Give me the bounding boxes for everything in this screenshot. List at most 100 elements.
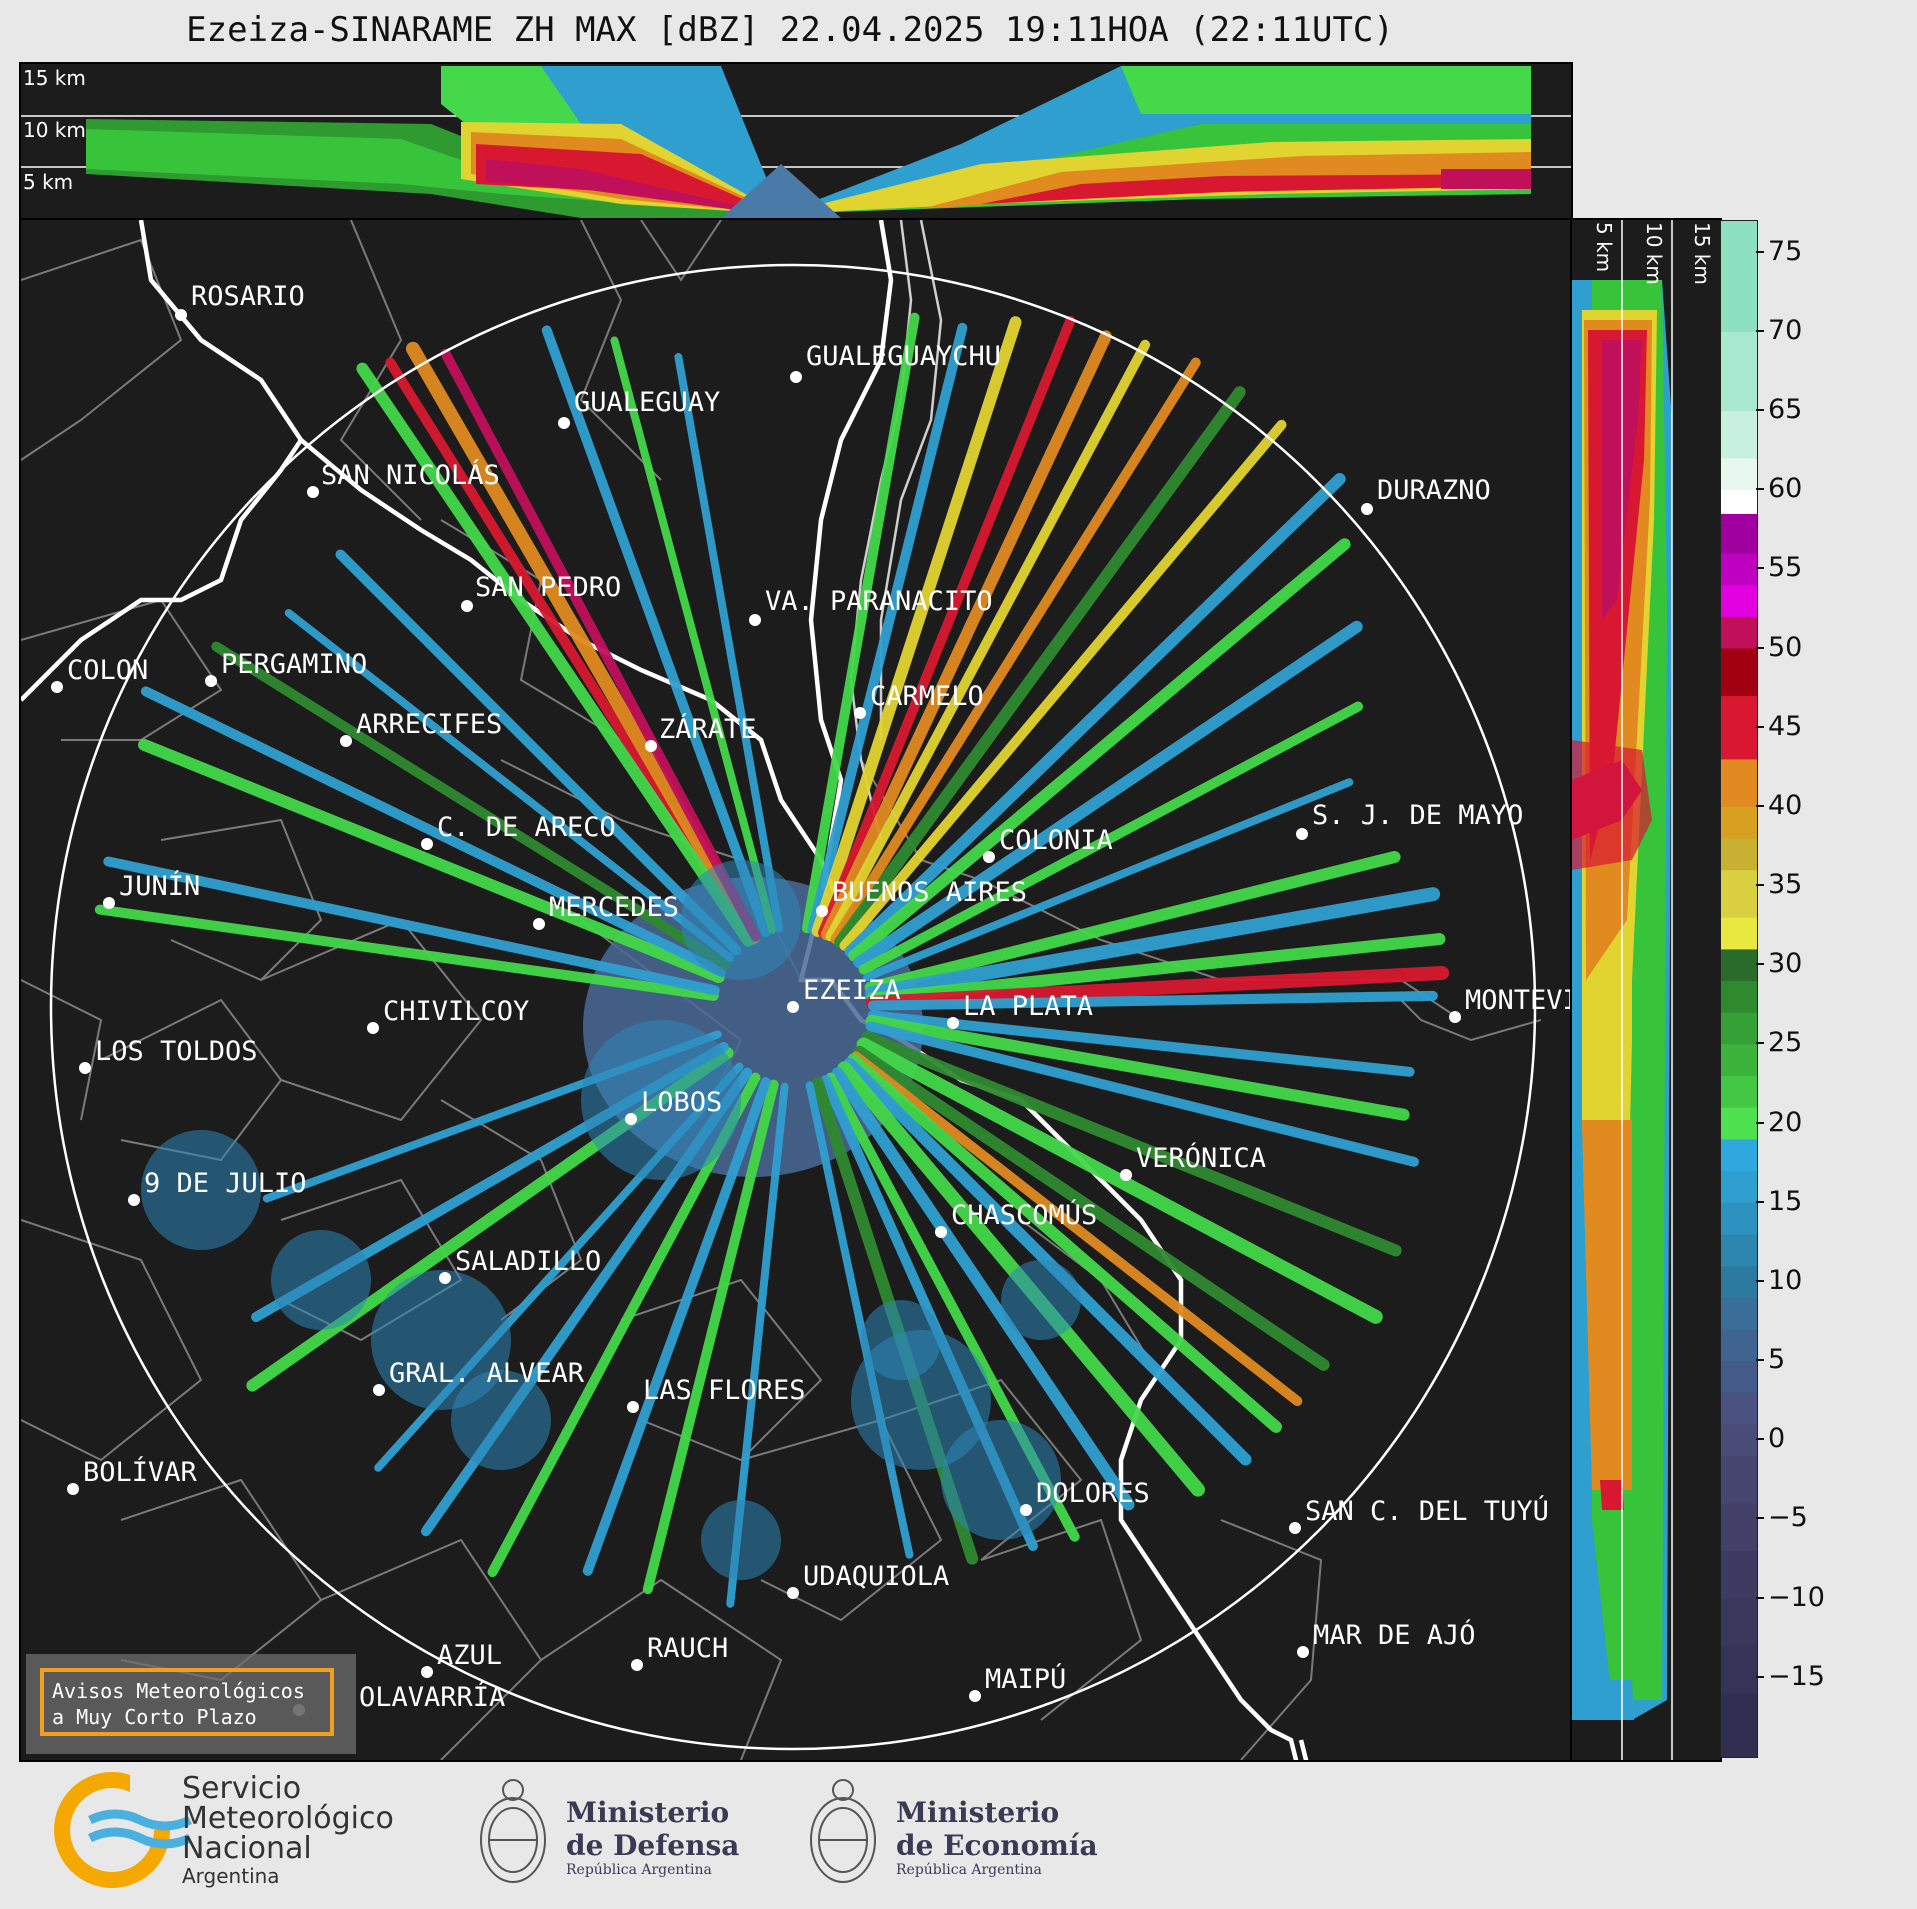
colorbar-tick-mark xyxy=(1756,1596,1764,1599)
radar-echo-ray xyxy=(674,353,784,933)
precipitation-patch xyxy=(141,1130,261,1250)
precipitation-patch xyxy=(371,1270,511,1410)
radar-echo-ray xyxy=(847,1053,1283,1433)
city-marker xyxy=(421,1666,433,1678)
city-marker xyxy=(533,918,545,930)
warning-line-1: Avisos Meteorológicos xyxy=(52,1679,305,1703)
defensa-line-2: de Defensa xyxy=(566,1829,740,1862)
colorbar-tick-mark xyxy=(1756,1279,1764,1282)
city-marker xyxy=(935,1226,947,1238)
footer: Servicio Meteorológico Nacional Argentin… xyxy=(0,1760,1917,1909)
colorbar-band xyxy=(1721,870,1757,919)
colorbar-band xyxy=(1721,759,1757,808)
defensa-line-1: Ministerio xyxy=(566,1796,730,1829)
city-marker xyxy=(340,735,352,747)
city-label: MAR DE AJÓ xyxy=(1313,1619,1476,1651)
radar-echo-ray xyxy=(839,419,1287,951)
colorbar-tick-label: 60 xyxy=(1768,473,1803,505)
city-marker xyxy=(461,600,473,612)
colorbar-tick-label: 75 xyxy=(1768,235,1803,267)
city-label: EZEIZA xyxy=(803,975,901,1006)
colorbar-band xyxy=(1721,1297,1757,1330)
city-marker xyxy=(175,309,187,321)
city-marker xyxy=(627,1401,639,1413)
city-label: ARRECIFES xyxy=(356,709,502,740)
radar-echo-ray xyxy=(356,362,755,947)
city-label: SALADILLO xyxy=(455,1246,601,1277)
colorbar-band xyxy=(1721,949,1757,982)
city-label: MAIPÚ xyxy=(985,1663,1066,1695)
colorbar-band xyxy=(1721,458,1757,491)
colorbar-tick-label: 35 xyxy=(1768,869,1803,901)
colorbar-band xyxy=(1721,513,1757,555)
defensa-seal-icon xyxy=(480,1779,546,1883)
top-height-label-5: 5 km xyxy=(23,170,74,194)
city-label: VA. PARANACITO xyxy=(765,586,993,617)
colorbar-band xyxy=(1721,1234,1757,1267)
radar-echo-ray xyxy=(335,549,742,956)
colorbar-band xyxy=(1721,1044,1757,1077)
city-marker xyxy=(1297,1646,1309,1658)
colorbar-band xyxy=(1721,917,1757,950)
side-cross-section-svg xyxy=(1572,220,1673,1760)
radar-echo-ray xyxy=(861,1030,1402,1257)
city-label: S. J. DE MAYO xyxy=(1312,800,1523,831)
colorbar-tick-mark xyxy=(1756,1200,1764,1203)
colorbar-tick-label: 15 xyxy=(1768,1185,1803,1217)
colorbar-band xyxy=(1721,331,1757,412)
radar-echo-ray xyxy=(844,473,1346,958)
colorbar-tick-label: −15 xyxy=(1768,1660,1825,1692)
top-cross-section-panel: 15 km 10 km 5 km xyxy=(19,62,1573,220)
footer-logos-svg xyxy=(54,1770,876,1888)
colorbar-band xyxy=(1721,1646,1757,1695)
colorbar-tick-mark xyxy=(1756,963,1764,966)
radar-echo-ray xyxy=(807,322,968,935)
economia-line-3: República Argentina xyxy=(896,1862,1042,1878)
radar-echo-ray xyxy=(831,1067,1135,1511)
colorbar-tick-label: 65 xyxy=(1768,394,1803,426)
city-label: DOLORES xyxy=(1036,1478,1150,1509)
city-label: COLONIA xyxy=(999,825,1113,856)
city-marker xyxy=(367,1022,379,1034)
city-label: SAN PEDRO xyxy=(475,572,621,603)
colorbar-tick-label: −10 xyxy=(1768,1581,1825,1613)
city-marker xyxy=(790,371,802,383)
radar-echo-ray xyxy=(865,1014,1410,1121)
smn-line-1: Servicio xyxy=(182,1771,302,1806)
radar-echo-ray xyxy=(864,851,1401,994)
colorbar-tick-label: 55 xyxy=(1768,552,1803,584)
precipitation-patch xyxy=(271,1230,371,1330)
colorbar-tick-mark xyxy=(1756,646,1764,649)
city-marker xyxy=(51,681,63,693)
precipitation-patch xyxy=(581,1020,741,1180)
city-marker xyxy=(1361,503,1373,515)
city-marker xyxy=(947,1017,959,1029)
city-marker xyxy=(373,1384,385,1396)
city-marker xyxy=(854,707,866,719)
colorbar-tick-label: 40 xyxy=(1768,789,1803,821)
city-label: CHIVILCOY xyxy=(383,996,529,1027)
range-ring xyxy=(49,263,1537,1751)
city-marker xyxy=(1449,1011,1461,1023)
city-label: SAN NICOLÁS xyxy=(321,459,500,491)
colorbar-band xyxy=(1721,1012,1757,1045)
colorbar-tick-mark xyxy=(1756,329,1764,332)
city-marker xyxy=(969,1690,981,1702)
colorbar-tick-mark xyxy=(1756,804,1764,807)
colorbar-band xyxy=(1721,585,1757,618)
city-marker xyxy=(205,675,217,687)
colorbar-band xyxy=(1721,1392,1757,1425)
radar-echo-ray xyxy=(406,341,760,945)
city-label: PERGAMINO xyxy=(221,649,367,680)
radar-echo-layer xyxy=(94,312,1450,1608)
radar-echo-ray xyxy=(853,1045,1330,1371)
colorbar-band xyxy=(1721,981,1757,1014)
radar-echo-ray xyxy=(834,386,1246,949)
colorbar-band xyxy=(1721,1693,1757,1757)
side-height-label-10: 10 km xyxy=(1642,222,1666,285)
smn-logo-icon xyxy=(54,1770,200,1888)
radar-echo-ray xyxy=(853,620,1363,969)
colorbar-tick-label: 25 xyxy=(1768,1027,1803,1059)
colorbar-band xyxy=(1721,616,1757,650)
colorbar-tick-mark xyxy=(1756,567,1764,570)
